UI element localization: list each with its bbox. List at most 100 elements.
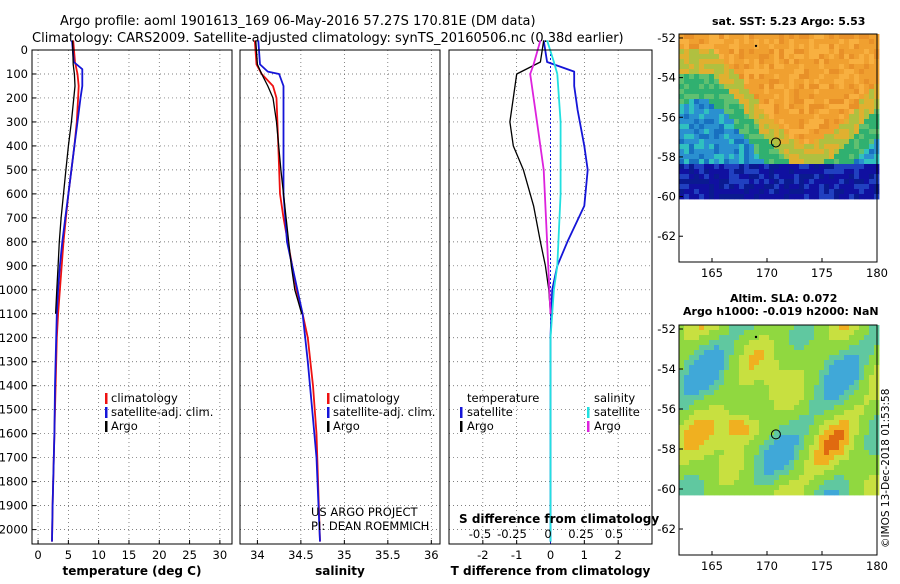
heatmap-cell (694, 139, 700, 145)
heatmap-cell (784, 360, 790, 366)
heatmap-cell (709, 139, 715, 145)
heatmap-cell (819, 114, 825, 120)
heatmap-cell (739, 54, 745, 60)
heatmap-cell (679, 39, 685, 45)
heatmap-cell (779, 124, 785, 130)
heatmap-cell (704, 59, 710, 65)
heatmap-cell (784, 54, 790, 60)
heatmap-cell (864, 490, 870, 496)
heatmap-cell (684, 455, 690, 461)
heatmap-cell (789, 39, 795, 45)
heatmap-cell (739, 370, 745, 376)
heatmap-cell (709, 99, 715, 105)
heatmap-cell (799, 350, 805, 356)
heatmap-cell (749, 94, 755, 100)
heatmap-cell (809, 425, 815, 431)
heatmap-cell (739, 134, 745, 140)
heatmap-cell (849, 74, 855, 80)
heatmap-cell (679, 355, 685, 361)
heatmap-cell (734, 490, 740, 496)
heatmap-cell (754, 119, 760, 125)
heatmap-cell (849, 325, 855, 331)
heatmap-cell (689, 330, 695, 336)
heatmap-cell (789, 179, 795, 185)
heatmap-cell (729, 174, 735, 180)
heatmap-cell (829, 169, 835, 175)
heatmap-cell (784, 164, 790, 170)
heatmap-cell (864, 450, 870, 456)
heatmap-cell (734, 485, 740, 491)
heatmap-cell (699, 360, 705, 366)
heatmap-cell (844, 470, 850, 476)
heatmap-cell (739, 365, 745, 371)
heatmap-cell (739, 124, 745, 130)
heatmap-cell (854, 420, 860, 426)
heatmap-cell (784, 350, 790, 356)
heatmap-cell (729, 124, 735, 130)
heatmap-cell (814, 129, 820, 135)
heatmap-cell (769, 159, 775, 165)
heatmap-cell (764, 89, 770, 95)
heatmap-cell (764, 435, 770, 441)
heatmap-cell (854, 365, 860, 371)
heatmap-cell (759, 134, 765, 140)
heatmap-cell (834, 64, 840, 70)
heatmap-cell (694, 420, 700, 426)
heatmap-cell (719, 164, 725, 170)
heatmap-cell (864, 54, 870, 60)
heatmap-cell (799, 169, 805, 175)
heatmap-cell (714, 44, 720, 50)
heatmap-cell (759, 420, 765, 426)
heatmap-cell (709, 104, 715, 110)
heatmap-cell (844, 144, 850, 150)
heatmap-cell (869, 475, 875, 481)
heatmap-cell (694, 169, 700, 175)
heatmap-cell (759, 370, 765, 376)
heatmap-cell (724, 144, 730, 150)
heatmap-cell (749, 39, 755, 45)
heatmap-cell (794, 460, 800, 466)
heatmap-cell (719, 64, 725, 70)
heatmap-cell (854, 64, 860, 70)
heatmap-cell (774, 119, 780, 125)
x-tick-label: 175 (811, 266, 833, 280)
heatmap-cell (724, 450, 730, 456)
heatmap-cell (859, 455, 865, 461)
heatmap-cell (854, 475, 860, 481)
heatmap-cell (829, 114, 835, 120)
heatmap-cell (864, 465, 870, 471)
heatmap-cell (749, 445, 755, 451)
heatmap-cell (809, 380, 815, 386)
heatmap-cell (744, 440, 750, 446)
heatmap-cell (829, 84, 835, 90)
heatmap-cell (779, 375, 785, 381)
heatmap-cell (784, 34, 790, 40)
heatmap-cell (709, 44, 715, 50)
heatmap-cell (844, 375, 850, 381)
heatmap-cell (824, 79, 830, 85)
heatmap-cell (864, 385, 870, 391)
heatmap-cell (829, 345, 835, 351)
heatmap-cell (734, 74, 740, 80)
heatmap-cell (739, 430, 745, 436)
heatmap-cell (684, 139, 690, 145)
heatmap-cell (789, 54, 795, 60)
heatmap-cell (724, 194, 730, 200)
heatmap-cell (839, 44, 845, 50)
heatmap-cell (844, 159, 850, 165)
heatmap-cell (759, 184, 765, 190)
heatmap-cell (749, 335, 755, 341)
heatmap-cell (764, 410, 770, 416)
heatmap-cell (764, 124, 770, 130)
heatmap-cell (739, 440, 745, 446)
heatmap-cell (864, 44, 870, 50)
heatmap-cell (794, 350, 800, 356)
heatmap-cell (689, 89, 695, 95)
heatmap-cell (749, 54, 755, 60)
heatmap-cell (759, 54, 765, 60)
heatmap-cell (689, 114, 695, 120)
heatmap-cell (774, 395, 780, 401)
heatmap-cell (839, 325, 845, 331)
heatmap-cell (709, 84, 715, 90)
heatmap-cell (739, 49, 745, 55)
